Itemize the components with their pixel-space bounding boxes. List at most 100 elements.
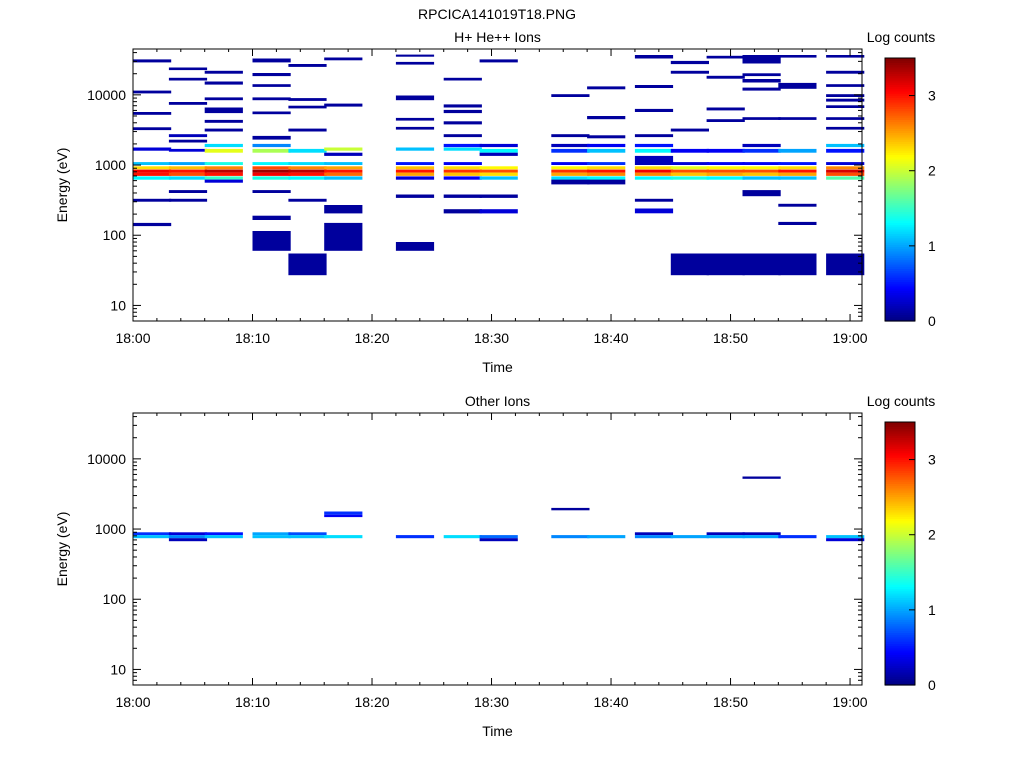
heatmap-cell — [324, 176, 363, 180]
heatmap-cell — [204, 107, 243, 114]
colorbar-swatch — [885, 601, 915, 605]
colorbar-swatch — [885, 645, 915, 649]
heatmap-cell — [551, 179, 590, 185]
colorbar-swatch — [885, 472, 915, 476]
colorbar-swatch — [885, 566, 915, 570]
colorbar-swatch — [885, 314, 915, 318]
heatmap-cell — [587, 166, 626, 170]
colorbar-swatch — [885, 586, 915, 590]
heatmap-cell — [670, 535, 709, 539]
colorbar-swatch — [885, 676, 915, 680]
colorbar-swatch — [885, 560, 915, 563]
colorbar-swatch — [885, 60, 915, 63]
colorbar-swatch — [885, 535, 915, 539]
heatmap-cell — [634, 535, 674, 539]
heatmap-cell — [778, 176, 817, 180]
colorbar-swatch — [885, 649, 915, 653]
colorbar-swatch — [885, 573, 915, 577]
heatmap-cell — [324, 147, 363, 151]
colorbar-swatch — [885, 239, 915, 243]
heatmap-cell — [252, 172, 291, 176]
colorbar-swatch — [885, 294, 915, 298]
heatmap-cell — [742, 172, 781, 176]
heatmap-cell — [778, 172, 817, 176]
heatmap-cell — [742, 143, 781, 148]
colorbar-swatch — [885, 303, 915, 307]
colorbar-swatch — [885, 215, 915, 219]
colorbar-swatch — [885, 634, 915, 638]
heatmap-cell — [288, 128, 327, 132]
heatmap-cell — [479, 176, 518, 180]
heatmap-cell — [634, 532, 674, 536]
heatmap-cell — [826, 105, 865, 108]
heatmap-cell — [670, 169, 709, 173]
colorbar-swatch — [885, 213, 915, 217]
heatmap-cell — [395, 242, 435, 251]
heatmap-cell — [826, 176, 865, 180]
x-tick-label: 18:00 — [115, 330, 150, 346]
colorbar-swatch — [885, 531, 915, 535]
colorbar-swatch — [885, 246, 915, 250]
y-tick-label: 10000 — [87, 87, 126, 103]
colorbar-swatch — [885, 224, 915, 228]
colorbar-swatch — [885, 318, 915, 322]
heatmap-cell — [443, 209, 482, 214]
colorbar-swatch — [885, 658, 915, 662]
heatmap-cell — [706, 172, 745, 176]
colorbar-swatch — [885, 643, 915, 647]
heatmap-cell — [133, 112, 172, 115]
colorbar-swatch — [885, 84, 915, 88]
colorbar-tick-label: 0 — [928, 313, 936, 329]
plot-frame — [132, 48, 863, 322]
heatmap-cell — [395, 166, 435, 170]
colorbar-tick-label: 1 — [928, 602, 936, 618]
colorbar-swatch — [885, 123, 915, 127]
colorbar-tick-label: 3 — [928, 452, 936, 468]
colorbar-swatch — [885, 549, 915, 552]
colorbar-swatch — [885, 437, 915, 441]
colorbar-swatch — [885, 674, 915, 677]
heatmap-cell — [133, 532, 172, 536]
colorbar-swatch — [885, 678, 915, 682]
heatmap-cell — [706, 176, 745, 180]
colorbar-swatch — [885, 193, 915, 197]
panels: 18:00 18:10 18:20 18:30 18:40 18:50 19:0010100… — [54, 29, 936, 739]
x-tick-label: 18:10 — [235, 330, 270, 346]
colorbar-swatch — [885, 463, 915, 467]
heatmap-cell — [252, 535, 291, 539]
heatmap-cell — [288, 64, 327, 67]
colorbar-swatch — [885, 299, 915, 302]
plot-area — [132, 412, 863, 686]
colorbar-swatch — [885, 226, 915, 230]
colorbar-swatch — [885, 584, 915, 587]
heatmap-cell — [168, 77, 208, 81]
colorbar-swatch — [885, 171, 915, 175]
heatmap-cell — [778, 169, 817, 173]
heatmap-cell — [634, 198, 674, 202]
heatmap-cell — [395, 54, 435, 57]
colorbar-swatch — [885, 167, 915, 171]
heatmap-cell — [288, 198, 327, 202]
colorbar-swatch — [885, 527, 915, 530]
colorbar-swatch — [885, 505, 915, 509]
colorbar-tick-label: 1 — [928, 238, 936, 254]
heatmap-cell — [706, 148, 745, 153]
colorbar-swatch — [885, 248, 915, 252]
colorbar-swatch — [885, 612, 915, 616]
heatmap-cell — [252, 162, 291, 165]
heatmap-cell — [479, 59, 518, 63]
heatmap-cell — [670, 253, 709, 276]
heatmap-cell — [742, 532, 781, 536]
heatmap-cell — [133, 147, 172, 151]
heatmap-cell — [252, 166, 291, 170]
heatmap-cell — [778, 203, 817, 207]
heatmap-cell — [479, 209, 518, 214]
colorbar-swatch — [885, 110, 915, 114]
colorbar-swatch — [885, 231, 915, 234]
heatmap-cell — [479, 152, 518, 156]
colorbar-swatch — [885, 250, 915, 254]
colorbar-swatch — [885, 233, 915, 237]
colorbar-swatch — [885, 73, 915, 77]
colorbar-swatch — [885, 441, 915, 445]
x-tick-label: 18:10 — [235, 694, 270, 710]
